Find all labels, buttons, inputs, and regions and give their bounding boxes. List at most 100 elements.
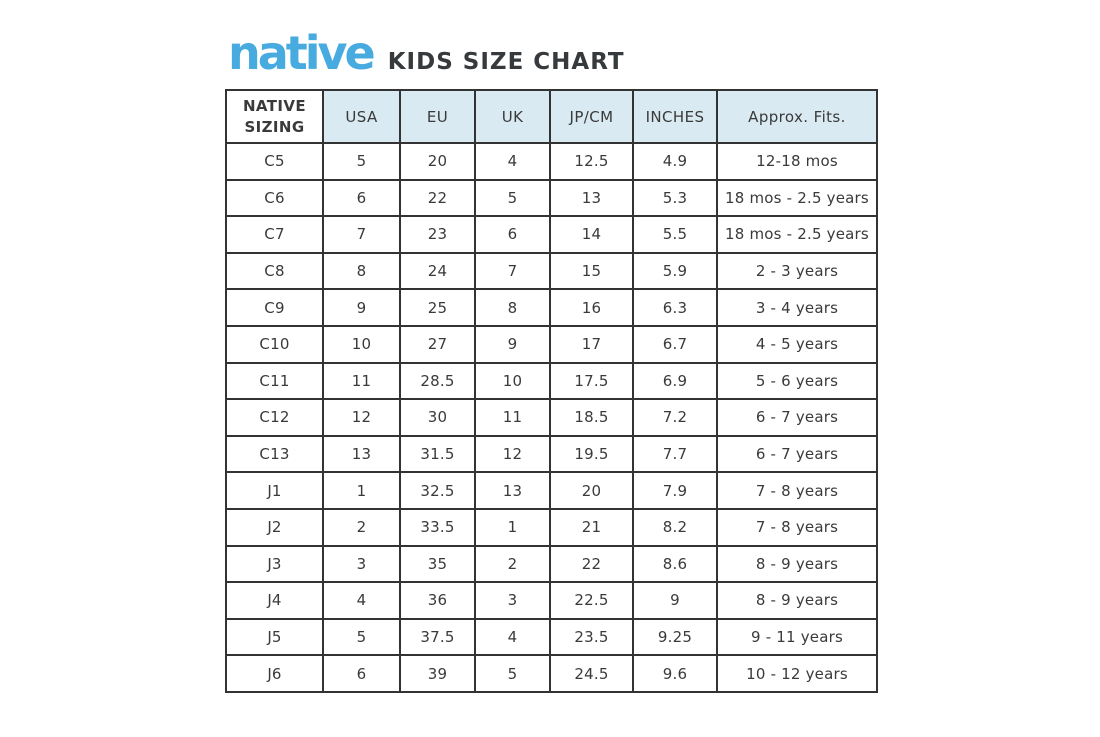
uk-cell: 5 xyxy=(474,654,551,693)
inches-cell: 5.5 xyxy=(632,215,718,254)
eu-cell: 22 xyxy=(399,178,476,218)
inches-cell: 9 xyxy=(632,581,718,620)
inches-cell: 7.2 xyxy=(632,398,718,437)
usa-cell: 2 xyxy=(322,507,401,547)
inches-cell: 4.9 xyxy=(632,142,718,181)
uk-cell: 13 xyxy=(474,471,551,510)
table-row: C7 7 23 6 14 5.5 18 mos - 2.5 years xyxy=(225,215,878,254)
inches-cell: 6.9 xyxy=(632,361,718,401)
eu-cell: 23 xyxy=(399,215,476,254)
native-size-cell: J3 xyxy=(225,544,324,584)
column-header-usa: USA xyxy=(322,89,401,144)
inches-cell: 5.9 xyxy=(632,251,718,291)
table-row: J6 6 39 5 24.5 9.6 10 - 12 years xyxy=(225,654,878,693)
native-size-cell: J2 xyxy=(225,507,324,547)
table-row: J1 1 32.5 13 20 7.9 7 - 8 years xyxy=(225,471,878,510)
table-row: J5 5 37.5 4 23.5 9.25 9 - 11 years xyxy=(225,617,878,657)
usa-cell: 6 xyxy=(322,178,401,218)
table-row: C6 6 22 5 13 5.3 18 mos - 2.5 years xyxy=(225,178,878,218)
native-size-cell: J4 xyxy=(225,581,324,620)
usa-cell: 6 xyxy=(322,654,401,693)
approx-fits-cell: 3 - 4 years xyxy=(716,288,878,327)
uk-cell: 4 xyxy=(474,617,551,657)
eu-cell: 24 xyxy=(399,251,476,291)
page-title: KIDS SIZE CHART xyxy=(387,49,625,75)
column-header-native-sizing: NATIVE SIZING xyxy=(225,89,324,144)
usa-cell: 10 xyxy=(322,324,401,364)
jpcm-cell: 12.5 xyxy=(549,142,634,181)
eu-cell: 20 xyxy=(399,142,476,181)
eu-cell: 27 xyxy=(399,324,476,364)
jpcm-cell: 21 xyxy=(549,507,634,547)
eu-cell: 28.5 xyxy=(399,361,476,401)
uk-cell: 11 xyxy=(474,398,551,437)
uk-cell: 9 xyxy=(474,324,551,364)
approx-fits-cell: 7 - 8 years xyxy=(716,471,878,510)
eu-cell: 35 xyxy=(399,544,476,584)
uk-cell: 12 xyxy=(474,434,551,474)
uk-cell: 8 xyxy=(474,288,551,327)
table-row: C10 10 27 9 17 6.7 4 - 5 years xyxy=(225,324,878,364)
inches-cell: 7.7 xyxy=(632,434,718,474)
approx-fits-cell: 6 - 7 years xyxy=(716,434,878,474)
approx-fits-cell: 9 - 11 years xyxy=(716,617,878,657)
approx-fits-cell: 2 - 3 years xyxy=(716,251,878,291)
table-row: J3 3 35 2 22 8.6 8 - 9 years xyxy=(225,544,878,584)
native-size-cell: C13 xyxy=(225,434,324,474)
table-row: J2 2 33.5 1 21 8.2 7 - 8 years xyxy=(225,507,878,547)
inches-cell: 6.7 xyxy=(632,324,718,364)
usa-cell: 5 xyxy=(322,142,401,181)
eu-cell: 37.5 xyxy=(399,617,476,657)
jpcm-cell: 14 xyxy=(549,215,634,254)
jpcm-cell: 20 xyxy=(549,471,634,510)
approx-fits-cell: 8 - 9 years xyxy=(716,581,878,620)
column-header-inches: INCHES xyxy=(632,89,718,144)
table-row: C13 13 31.5 12 19.5 7.7 6 - 7 years xyxy=(225,434,878,474)
size-table-body: C5 5 20 4 12.5 4.9 12-18 mos C6 6 22 5 13 5.3 18 mos … xyxy=(225,142,878,693)
native-size-cell: C6 xyxy=(225,178,324,218)
uk-cell: 5 xyxy=(474,178,551,218)
inches-cell: 5.3 xyxy=(632,178,718,218)
usa-cell: 9 xyxy=(322,288,401,327)
approx-fits-cell: 18 mos - 2.5 years xyxy=(716,215,878,254)
inches-cell: 9.6 xyxy=(632,654,718,693)
approx-fits-cell: 10 - 12 years xyxy=(716,654,878,693)
jpcm-cell: 13 xyxy=(549,178,634,218)
eu-cell: 33.5 xyxy=(399,507,476,547)
column-header-uk: UK xyxy=(474,89,551,144)
jpcm-cell: 17 xyxy=(549,324,634,364)
column-header-eu: EU xyxy=(399,89,476,144)
native-size-cell: J6 xyxy=(225,654,324,693)
table-row: C12 12 30 11 18.5 7.2 6 - 7 years xyxy=(225,398,878,437)
approx-fits-cell: 7 - 8 years xyxy=(716,507,878,547)
usa-cell: 4 xyxy=(322,581,401,620)
usa-cell: 13 xyxy=(322,434,401,474)
jpcm-cell: 16 xyxy=(549,288,634,327)
usa-cell: 11 xyxy=(322,361,401,401)
usa-cell: 5 xyxy=(322,617,401,657)
usa-cell: 12 xyxy=(322,398,401,437)
eu-cell: 31.5 xyxy=(399,434,476,474)
native-size-cell: J1 xyxy=(225,471,324,510)
table-header-row: NATIVE SIZING USA EU UK JP/CM INCHES App… xyxy=(225,89,878,144)
inches-cell: 8.6 xyxy=(632,544,718,584)
eu-cell: 36 xyxy=(399,581,476,620)
native-size-cell: J5 xyxy=(225,617,324,657)
jpcm-cell: 19.5 xyxy=(549,434,634,474)
native-brand-logo: native xyxy=(228,26,376,80)
eu-cell: 32.5 xyxy=(399,471,476,510)
eu-cell: 30 xyxy=(399,398,476,437)
usa-cell: 3 xyxy=(322,544,401,584)
approx-fits-cell: 8 - 9 years xyxy=(716,544,878,584)
table-row: C9 9 25 8 16 6.3 3 - 4 years xyxy=(225,288,878,327)
native-size-cell: C12 xyxy=(225,398,324,437)
approx-fits-cell: 5 - 6 years xyxy=(716,361,878,401)
uk-cell: 10 xyxy=(474,361,551,401)
jpcm-cell: 17.5 xyxy=(549,361,634,401)
table-row: C8 8 24 7 15 5.9 2 - 3 years xyxy=(225,251,878,291)
native-size-cell: C5 xyxy=(225,142,324,181)
jpcm-cell: 24.5 xyxy=(549,654,634,693)
jpcm-cell: 18.5 xyxy=(549,398,634,437)
approx-fits-cell: 12-18 mos xyxy=(716,142,878,181)
uk-cell: 4 xyxy=(474,142,551,181)
